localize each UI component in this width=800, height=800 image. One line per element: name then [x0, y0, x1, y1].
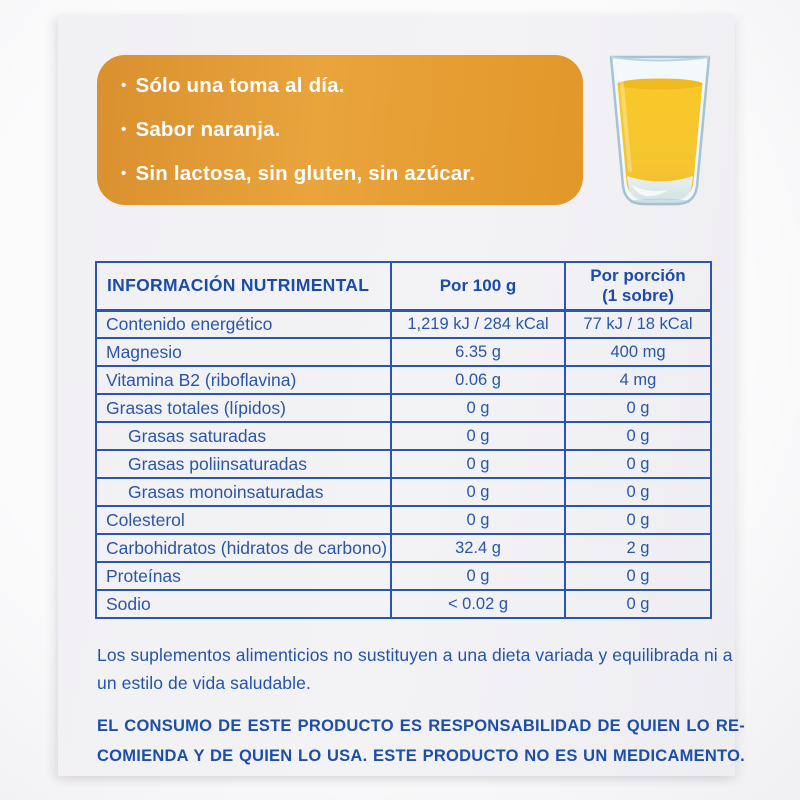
per-portion-value: 77 kJ / 18 kCal — [564, 309, 712, 339]
per-100g-value: 32.4 g — [390, 533, 566, 563]
legal-warning-line: EL CONSUMO DE ESTE PRODUCTO ES RESPONSAB… — [97, 717, 745, 735]
bullet-icon: • — [121, 120, 127, 138]
table-row: Grasas monoinsaturadas 0 g 0 g — [95, 477, 712, 507]
per-100g-value: 0 g — [390, 505, 566, 535]
per-portion-value: 0 g — [564, 477, 712, 507]
per-portion-value: 0 g — [564, 393, 712, 423]
nutrition-table-body: Contenido energético 1,219 kJ / 284 kCal… — [95, 309, 712, 619]
orange-juice-glass-image — [607, 52, 713, 209]
per-100g-value: 1,219 kJ / 284 kCal — [390, 309, 566, 339]
nutrition-table: INFORMACIÓN NUTRIMENTAL Por 100 g Por po… — [95, 261, 712, 619]
table-row: Colesterol 0 g 0 g — [95, 505, 712, 535]
nutrient-label: Proteínas — [95, 561, 392, 591]
header-informacion-nutrimental: INFORMACIÓN NUTRIMENTAL — [95, 261, 392, 312]
claim-line: • Sólo una toma al día. — [121, 74, 565, 98]
nutrient-label: Magnesio — [95, 337, 392, 367]
nutrient-label: Grasas poliinsaturadas — [95, 449, 392, 479]
per-100g-value: 0 g — [390, 477, 566, 507]
nutrient-label: Contenido energético — [95, 309, 392, 339]
claim-line: • Sabor naranja. — [121, 118, 565, 142]
table-row: Vitamina B2 (riboflavina) 0.06 g 4 mg — [95, 365, 712, 395]
bullet-icon: • — [121, 164, 127, 182]
bullet-icon: • — [121, 76, 127, 94]
claim-line: • Sin lactosa, sin gluten, sin azúcar. — [121, 162, 565, 186]
supplement-disclaimer: Los suplementos alimenticios no sustituy… — [97, 645, 733, 693]
nutrient-label: Colesterol — [95, 505, 392, 535]
per-100g-value: 0 g — [390, 449, 566, 479]
nutrient-label: Grasas totales (lípidos) — [95, 393, 392, 423]
nutrient-label: Sodio — [95, 589, 392, 619]
table-row: Magnesio 6.35 g 400 mg — [95, 337, 712, 367]
claim-text: Sólo una toma al día. — [135, 74, 345, 97]
per-100g-value: 6.35 g — [390, 337, 566, 367]
claims-banner: • Sólo una toma al día. • Sabor naranja.… — [97, 55, 583, 205]
table-row: Grasas saturadas 0 g 0 g — [95, 421, 712, 451]
table-row: Sodio < 0.02 g 0 g — [95, 589, 712, 619]
per-portion-value: 0 g — [564, 421, 712, 451]
table-row: Carbohidratos (hidratos de carbono) 32.4… — [95, 533, 712, 563]
per-100g-value: < 0.02 g — [390, 589, 566, 619]
table-header-row: INFORMACIÓN NUTRIMENTAL Por 100 g Por po… — [95, 261, 712, 312]
nutrient-label: Vitamina B2 (riboflavina) — [95, 365, 392, 395]
header-por-100g: Por 100 g — [390, 261, 566, 312]
product-box-back-panel: • Sólo una toma al día. • Sabor naranja.… — [58, 15, 745, 776]
table-row: Grasas poliinsaturadas 0 g 0 g — [95, 449, 712, 479]
nutrient-label: Grasas saturadas — [95, 421, 392, 451]
per-portion-value: 4 mg — [564, 365, 712, 395]
per-100g-value: 0 g — [390, 421, 566, 451]
table-row: Grasas totales (lípidos) 0 g 0 g — [95, 393, 712, 423]
per-100g-value: 0.06 g — [390, 365, 566, 395]
nutrient-label: Carbohidratos (hidratos de carbono) — [95, 533, 392, 563]
per-portion-value: 0 g — [564, 589, 712, 619]
per-portion-value: 0 g — [564, 449, 712, 479]
nutrient-label: Grasas monoinsaturadas — [95, 477, 392, 507]
legal-warning-line: COMIENDA Y DE QUIEN LO USA. ESTE PRODUCT… — [97, 747, 745, 766]
per-portion-value: 400 mg — [564, 337, 712, 367]
per-portion-value: 0 g — [564, 561, 712, 591]
per-portion-value: 0 g — [564, 505, 712, 535]
legal-warning: EL CONSUMO DE ESTE PRODUCTO ES RESPONSAB… — [97, 711, 745, 771]
claim-text: Sin lactosa, sin gluten, sin azúcar. — [135, 162, 476, 185]
table-row: Proteínas 0 g 0 g — [95, 561, 712, 591]
claim-text: Sabor naranja. — [135, 118, 281, 141]
per-100g-value: 0 g — [390, 393, 566, 423]
per-portion-value: 2 g — [564, 533, 712, 563]
juice-glass-icon — [609, 55, 711, 206]
table-row: Contenido energético 1,219 kJ / 284 kCal… — [95, 309, 712, 339]
header-por-porcion: Por porción (1 sobre) — [564, 261, 712, 312]
per-100g-value: 0 g — [390, 561, 566, 591]
